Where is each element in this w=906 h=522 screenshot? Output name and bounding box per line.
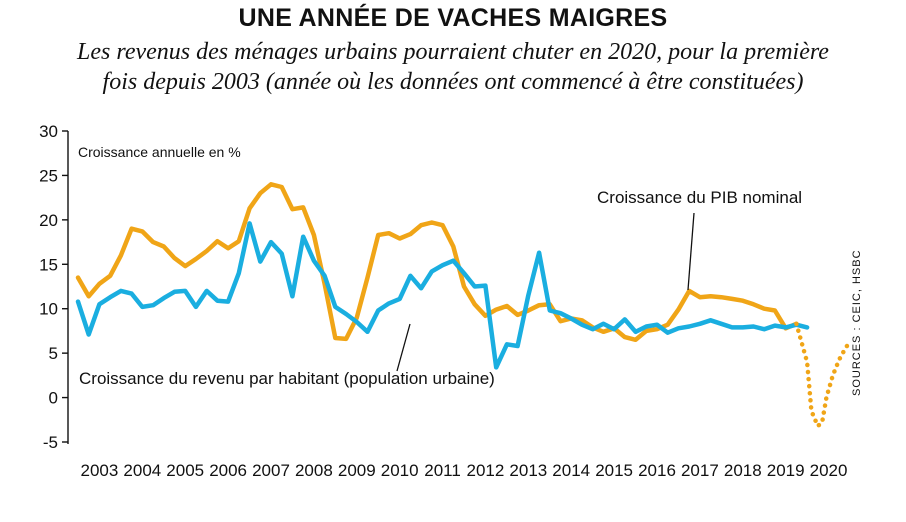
x-axis: 2003 2004 2005 2006 2007 2008 2009 2010 2011 2012… <box>81 461 848 480</box>
y-tick-label: 10 <box>39 300 58 319</box>
income-annotation: Croissance du revenu par habitant (popul… <box>79 369 495 388</box>
y-tick-label: 30 <box>39 122 58 141</box>
x-tick-label: 2013 <box>509 461 547 480</box>
x-tick-label: 2003 <box>81 461 119 480</box>
income-annotation-leader <box>396 323 411 372</box>
x-tick-label: 2020 <box>810 461 848 480</box>
gdp-annotation: Croissance du PIB nominal <box>597 188 802 207</box>
gdp-projection-line <box>794 321 853 429</box>
x-tick-label: 2016 <box>638 461 676 480</box>
x-tick-label: 2019 <box>767 461 805 480</box>
y-tick-label: 20 <box>39 211 58 230</box>
series-layer <box>75 182 853 429</box>
x-tick-label: 2010 <box>381 461 419 480</box>
annotation-layer: Croissance du PIB nominal Croissance du … <box>79 188 802 388</box>
y-axis-label: Croissance annuelle en % <box>78 144 241 160</box>
y-tick-label: -5 <box>43 433 58 452</box>
x-tick-label: 2017 <box>681 461 719 480</box>
x-tick-label: 2006 <box>209 461 247 480</box>
x-tick-label: 2011 <box>424 461 461 480</box>
x-tick-label: 2009 <box>338 461 376 480</box>
chart-title: UNE ANNÉE DE VACHES MAIGRES <box>238 4 668 32</box>
y-tick-label: 25 <box>39 166 58 185</box>
gdp-growth-line <box>75 182 799 343</box>
x-tick-label: 2007 <box>252 461 290 480</box>
x-tick-label: 2008 <box>295 461 333 480</box>
y-axis: 30 25 20 15 10 5 0 -5 <box>39 122 69 452</box>
y-tick-label: 5 <box>49 344 58 363</box>
x-tick-label: 2015 <box>595 461 633 480</box>
subtitle-line-1: Les revenus des ménages urbains pourraie… <box>77 39 829 65</box>
x-tick-label: 2012 <box>467 461 505 480</box>
x-tick-label: 2014 <box>552 461 590 480</box>
y-tick-label: 15 <box>39 255 58 274</box>
gdp-annotation-leader <box>687 212 695 291</box>
x-tick-label: 2005 <box>166 461 204 480</box>
x-tick-label: 2004 <box>123 461 161 480</box>
chart-subtitle: Les revenus des ménages urbains pourraie… <box>0 37 906 97</box>
subtitle-line-2: fois depuis 2003 (année où les données o… <box>102 69 804 95</box>
y-tick-label: 0 <box>49 389 58 408</box>
x-tick-label: 2018 <box>724 461 762 480</box>
source-note: SOURCES : CEIC, HSBC <box>851 249 863 396</box>
